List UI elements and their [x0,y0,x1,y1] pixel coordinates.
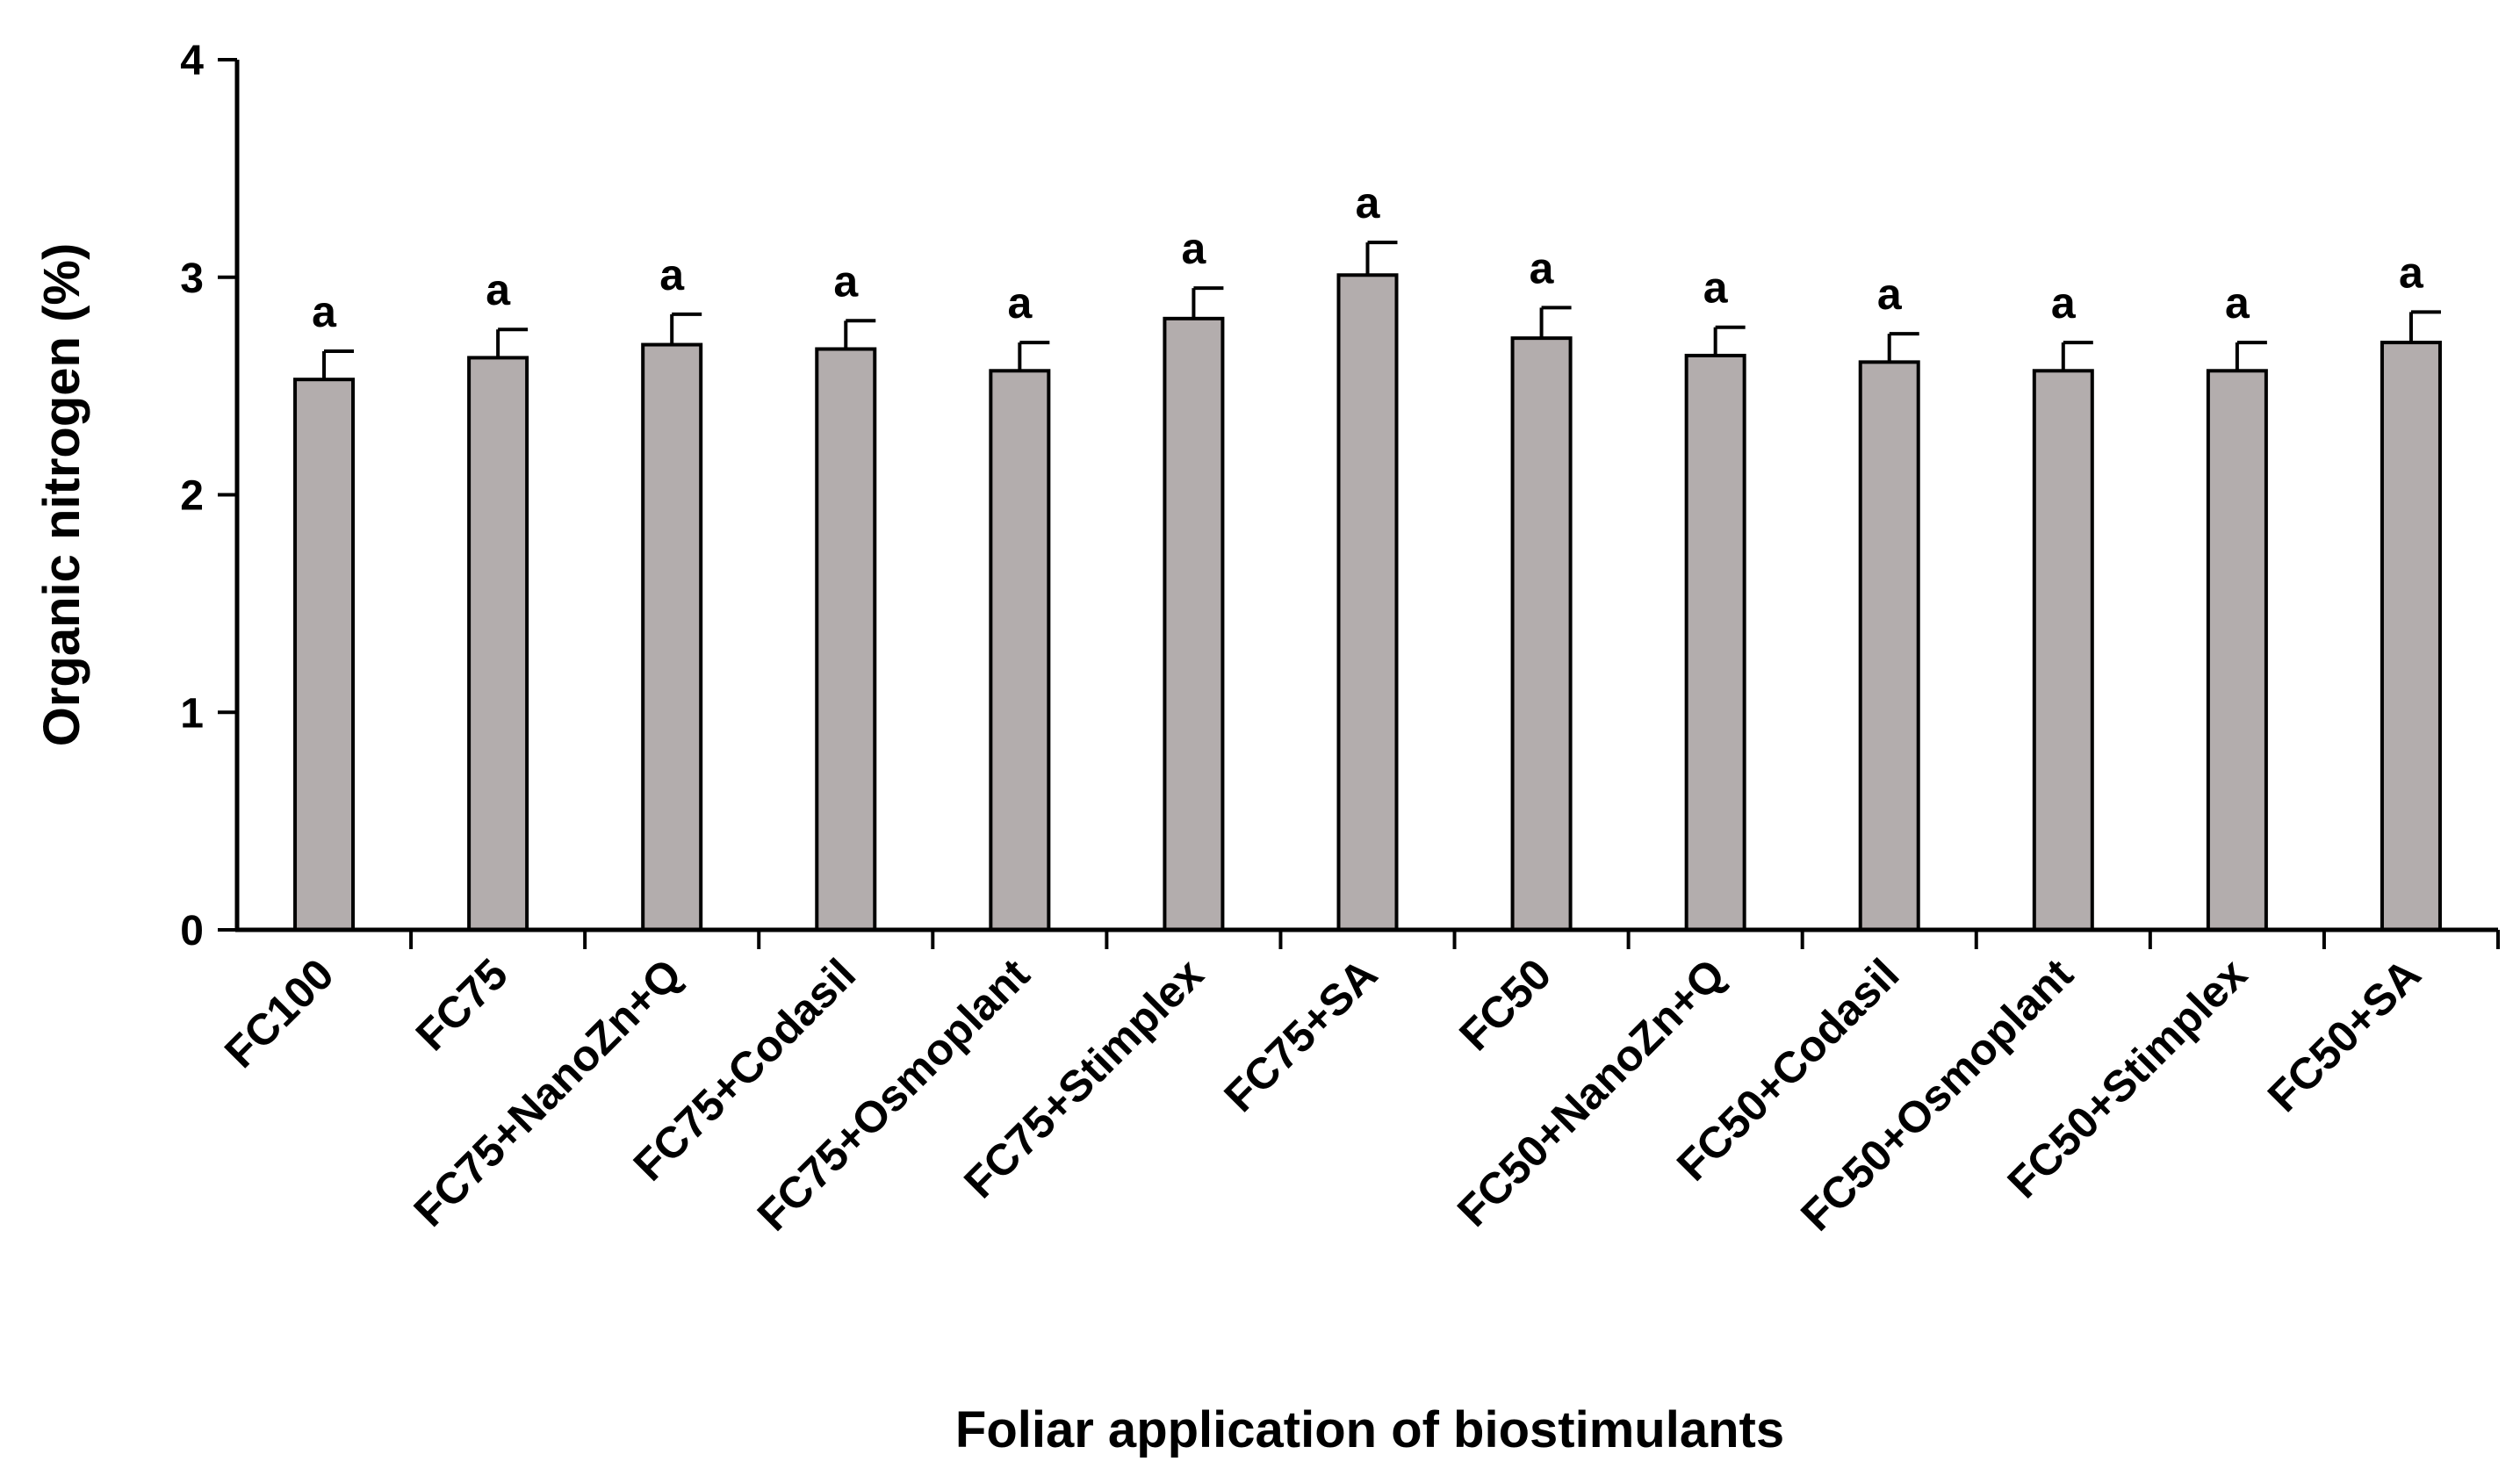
significance-label: a [1703,263,1729,313]
x-axis-title: Foliar application of biostimulants [955,1401,1784,1458]
significance-label: a [1007,278,1033,328]
y-tick-label: 1 [180,690,204,737]
significance-label: a [659,250,685,299]
x-tick-label: FC100 [215,949,343,1077]
bar [2380,341,2442,932]
significance-label: a [833,256,859,306]
x-tick-label: FC75 [407,949,517,1060]
significance-label: a [1877,270,1903,319]
bar [1163,316,1225,932]
significance-label: a [1356,178,1381,227]
x-tick-label: FC50 [1450,949,1560,1060]
y-tick-label: 4 [180,38,204,84]
bar [1858,360,1920,932]
significance-label: a [2051,278,2077,328]
bar [989,369,1051,932]
significance-label: a [1182,224,1207,273]
bar [815,347,877,932]
significance-label: a [2399,248,2424,297]
significance-label: a [486,265,511,314]
significance-label: a [2225,278,2250,328]
x-tick-label: FC75+SA [1214,949,1386,1121]
x-tick-label: FC50+SA [2258,949,2430,1121]
bar [2206,369,2268,932]
axes-layer [218,58,2500,949]
significance-label: a [1530,243,1555,292]
y-axis-title: Organic nitrogen (%) [33,243,90,747]
y-tick-label: 0 [180,908,204,954]
bar [1510,336,1573,932]
y-tick-label: 3 [180,256,204,302]
bar [2032,369,2094,932]
significance-label: a [312,287,337,336]
bar [293,378,356,932]
bar [1684,353,1746,932]
bar [1336,273,1399,932]
bar [641,342,703,932]
bars-layer [293,241,2442,932]
bar [467,356,529,932]
y-tick-label: 2 [180,473,204,520]
